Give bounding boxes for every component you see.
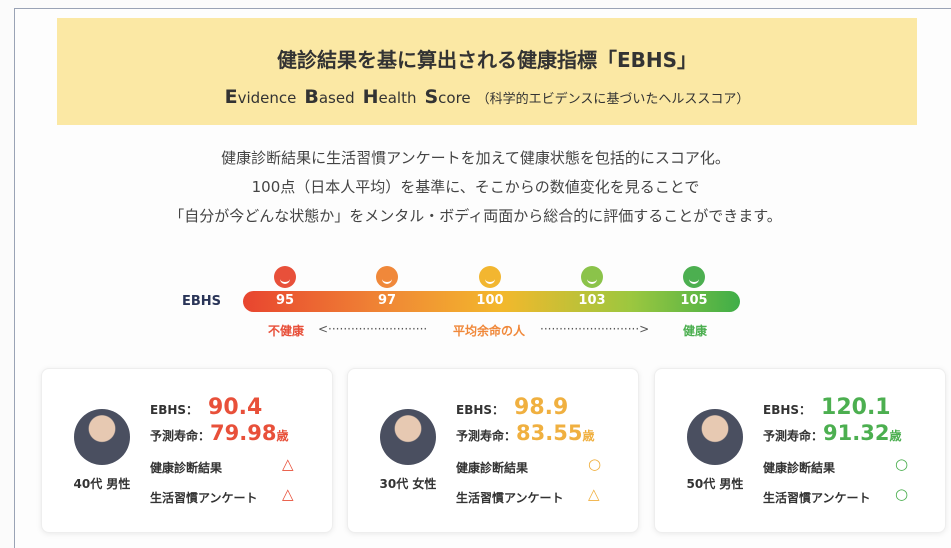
description-line: 健康診断結果に生活習慣アンケートを加えて健康状態を包括的にスコア化。 bbox=[221, 149, 730, 167]
scale-value: 105 bbox=[680, 293, 708, 308]
life-unit: 歳 bbox=[889, 429, 902, 443]
description-line: 「自分が今どんな状態か」をメンタル・ボディ両面から総合的に評価することができます… bbox=[169, 207, 782, 225]
scale-value: 103 bbox=[578, 293, 606, 308]
ebhs-label: EBHS： bbox=[456, 403, 505, 417]
title: 健診結果を基に算出される健康指標「EBHS」 bbox=[276, 48, 698, 72]
arrow-left: <·························· bbox=[318, 322, 428, 336]
face bbox=[274, 266, 296, 288]
face bbox=[479, 266, 501, 288]
card: 30代 女性 EBHS： 98.9 予測寿命：83.55歳 健康診断結果 ○ 生活習慣アンケ… bbox=[347, 368, 639, 533]
row-mark: ○ bbox=[895, 455, 909, 473]
subtitle: Evidence Based Health Score （科学的エビデンスに基づいたヘル… bbox=[57, 86, 917, 108]
card: 40代 男性 EBHS： 90.4 予測寿命：79.98歳 健康診断結果 △ 生活習慣アンケ… bbox=[41, 368, 333, 533]
life-label: 予測寿命： bbox=[150, 429, 211, 443]
card: 50代 男性 EBHS： 120.1 予測寿命：91.32歳 健康診断結果 ○ 生活習慣アン… bbox=[654, 368, 946, 533]
life-label: 予測寿命： bbox=[763, 429, 824, 443]
ebhs-label: EBHS： bbox=[763, 403, 812, 417]
subtitle-initial: B bbox=[304, 86, 319, 108]
face-mouth bbox=[382, 277, 392, 284]
life-unit: 歳 bbox=[582, 429, 595, 443]
subtitle-initial: E bbox=[224, 86, 238, 108]
ebhs-label: EBHS： bbox=[150, 403, 199, 417]
face-mouth bbox=[485, 277, 495, 284]
life-value: 83.55 bbox=[516, 421, 583, 445]
arrow-right: ··························> bbox=[540, 322, 650, 336]
face bbox=[376, 266, 398, 288]
scale-value: 100 bbox=[476, 293, 504, 308]
row-label: 生活習慣アンケート bbox=[763, 491, 871, 505]
face-mouth bbox=[689, 277, 699, 284]
row-label: 生活習慣アンケート bbox=[150, 491, 258, 505]
person: 30代 女性 bbox=[379, 477, 437, 491]
life-line: 予測寿命：79.98歳 bbox=[150, 421, 288, 445]
ebhs-value: 120.1 bbox=[821, 395, 891, 420]
scale-value: 95 bbox=[275, 293, 295, 308]
subtitle-initial: H bbox=[362, 86, 379, 108]
row-label: 生活習慣アンケート bbox=[456, 491, 564, 505]
subtitle-initial: S bbox=[424, 86, 439, 108]
subtitle-note: （科学的エビデンスに基づいたヘルススコア） bbox=[476, 92, 750, 107]
scale-left: 不健康 bbox=[268, 324, 305, 338]
row-mark: △ bbox=[282, 485, 294, 503]
life-value: 79.98 bbox=[210, 421, 277, 445]
ebhs-line: EBHS： 98.9 bbox=[456, 395, 568, 420]
row-label: 健康診断結果 bbox=[456, 461, 529, 475]
ebhs-line: EBHS： 90.4 bbox=[150, 395, 262, 420]
person: 50代 男性 bbox=[686, 477, 744, 491]
banner: 健診結果を基に算出される健康指標「EBHS」 Evidence Based Heal… bbox=[57, 18, 917, 125]
subtitle-word: core bbox=[438, 89, 471, 107]
face-mouth bbox=[587, 277, 597, 284]
avatar bbox=[687, 409, 743, 465]
subtitle-word: ealth bbox=[378, 89, 417, 107]
person: 40代 男性 bbox=[73, 477, 131, 491]
row-mark: ○ bbox=[588, 455, 602, 473]
scale-label: EBHS bbox=[182, 294, 222, 309]
life-value: 91.32 bbox=[823, 421, 890, 445]
avatar bbox=[380, 409, 436, 465]
life-unit: 歳 bbox=[276, 429, 289, 443]
life-line: 予測寿命：91.32歳 bbox=[763, 421, 901, 445]
scale-value: 97 bbox=[377, 293, 397, 308]
subtitle-word: ased bbox=[318, 89, 355, 107]
ebhs-value: 90.4 bbox=[208, 395, 263, 420]
face-mouth bbox=[280, 277, 290, 284]
ebhs-value: 98.9 bbox=[514, 395, 569, 420]
row-label: 健康診断結果 bbox=[150, 461, 223, 475]
row-label: 健康診断結果 bbox=[763, 461, 836, 475]
description-line: 100点（日本人平均）を基準に、そこからの数値変化を見ることで bbox=[251, 178, 700, 196]
life-line: 予測寿命：83.55歳 bbox=[456, 421, 594, 445]
row-mark: △ bbox=[282, 455, 294, 473]
subtitle-word: vidence bbox=[237, 89, 297, 107]
row-mark: △ bbox=[588, 485, 600, 503]
face bbox=[581, 266, 603, 288]
face bbox=[683, 266, 705, 288]
ebhs-line: EBHS： 120.1 bbox=[763, 395, 891, 420]
scale-middle: 平均余命の人 bbox=[453, 324, 526, 338]
scale-right: 健康 bbox=[683, 324, 708, 338]
life-label: 予測寿命： bbox=[456, 429, 517, 443]
scale-bar bbox=[243, 291, 740, 312]
row-mark: ○ bbox=[895, 485, 909, 503]
avatar bbox=[74, 409, 130, 465]
